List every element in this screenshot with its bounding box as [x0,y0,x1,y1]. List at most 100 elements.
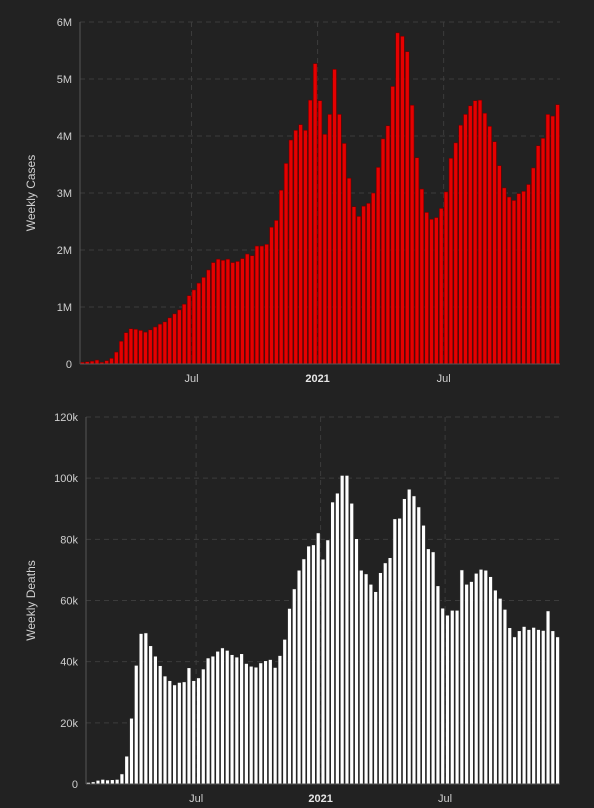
bar [138,330,143,365]
bar [419,188,425,365]
bar [363,573,369,785]
bar [274,220,279,365]
bar [488,576,493,785]
bar [158,665,163,785]
y-axis-title: Weekly Deaths [24,560,38,640]
bar [477,99,483,365]
bar [277,655,283,785]
bar [426,548,431,785]
bar [435,585,441,785]
bar [201,277,206,365]
bar [472,100,478,365]
bar [288,139,294,365]
bar [337,114,342,365]
bar [105,779,110,785]
bar [516,193,522,365]
bar [301,558,307,785]
bar [269,226,274,365]
bar [493,589,498,785]
bar [287,608,292,785]
bar [430,551,436,785]
bar [278,189,284,365]
bar [361,205,366,365]
bar [429,218,434,365]
y-tick-label: 60k [60,596,78,608]
bar [507,627,512,785]
x-tick-label: Jul [189,793,203,805]
bar [230,262,235,365]
bar [172,313,177,365]
bar [225,258,231,365]
bar [153,655,158,785]
bar [453,142,458,365]
bar [162,321,168,365]
bar [550,630,556,785]
bar [114,779,120,785]
bar [124,755,129,785]
bar [526,184,531,365]
bar [172,684,177,785]
bar [138,633,144,785]
bar [535,145,541,365]
bar [264,244,269,365]
y-tick-label: 4M [57,131,72,143]
bar [292,588,297,785]
bar [378,572,383,785]
bar [320,558,326,785]
bar [325,539,330,785]
bar [483,569,488,785]
bar [317,100,323,365]
bar [545,610,551,785]
y-tick-label: 0 [66,359,72,371]
bar [177,309,182,365]
bar [351,206,357,365]
bar [211,262,216,365]
y-tick-label: 20k [60,718,78,730]
bar [215,650,220,785]
bar [385,125,391,365]
bar [438,208,444,365]
y-tick-label: 100k [54,473,78,485]
bar [311,544,316,785]
bar [148,645,153,785]
bar [162,675,168,785]
bar [186,667,192,785]
bar [104,360,109,365]
bar [434,217,439,365]
bar [443,191,449,365]
bar [129,717,134,785]
bar [312,63,318,365]
bar [114,351,119,365]
y-tick-label: 3M [57,188,72,200]
bar [502,187,507,365]
bar [177,682,182,785]
bar [424,212,429,365]
bar [327,114,332,365]
y-tick-label: 40k [60,657,78,669]
bar [555,104,560,365]
bar [448,157,454,365]
bar [440,607,445,785]
bar [316,532,321,785]
bar [296,569,302,785]
bar [133,328,138,365]
bar [517,630,522,785]
bar [346,177,352,365]
bar [109,357,114,365]
bar [167,317,172,365]
bar [492,141,497,365]
bar [380,138,386,365]
bar [392,518,398,785]
bar [531,627,536,785]
bar [272,667,278,785]
bar [244,663,249,785]
bar [95,780,101,785]
bar [541,630,546,785]
bar [478,569,484,785]
bar [383,562,388,785]
bar [502,609,508,785]
bar [511,200,517,365]
bar [555,636,560,785]
y-axis-title: Weekly Cases [24,155,38,231]
